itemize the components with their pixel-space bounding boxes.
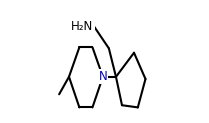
Text: N: N <box>98 70 107 83</box>
Text: H₂N: H₂N <box>71 20 94 33</box>
